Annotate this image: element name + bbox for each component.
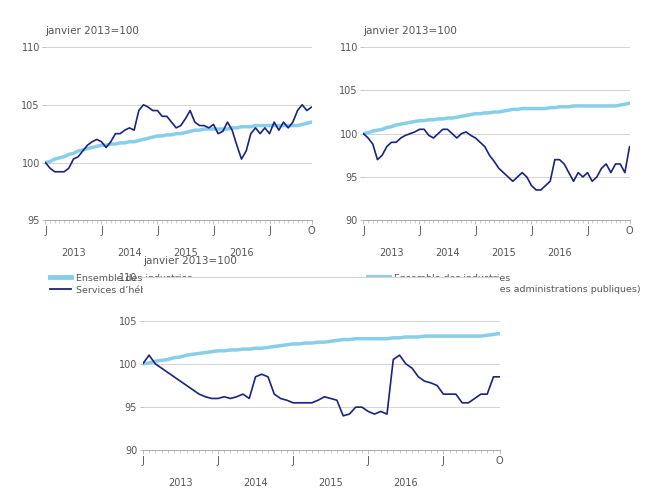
Text: janvier 2013=100: janvier 2013=100 bbox=[45, 26, 140, 36]
Text: janvier 2013=100: janvier 2013=100 bbox=[143, 256, 237, 266]
Text: 2015: 2015 bbox=[173, 248, 198, 258]
Text: 2015: 2015 bbox=[318, 478, 343, 488]
Text: 2013: 2013 bbox=[168, 478, 193, 488]
Text: 2015: 2015 bbox=[491, 248, 516, 258]
Text: 2014: 2014 bbox=[243, 478, 268, 488]
Text: 2014: 2014 bbox=[435, 248, 459, 258]
Text: 2016: 2016 bbox=[229, 248, 254, 258]
Legend: Ensemble des industries, Autres services (sauf les administrations publiques): Ensemble des industries, Autres services… bbox=[368, 274, 641, 295]
Text: 2016: 2016 bbox=[547, 248, 572, 258]
Legend: Ensemble des industries, Services d’hébergement et de restauration: Ensemble des industries, Services d’hébe… bbox=[50, 274, 281, 295]
Text: 2016: 2016 bbox=[393, 478, 418, 488]
Text: 2013: 2013 bbox=[61, 248, 86, 258]
Text: 2013: 2013 bbox=[379, 248, 404, 258]
Text: 2014: 2014 bbox=[117, 248, 141, 258]
Text: janvier 2013=100: janvier 2013=100 bbox=[363, 26, 458, 36]
